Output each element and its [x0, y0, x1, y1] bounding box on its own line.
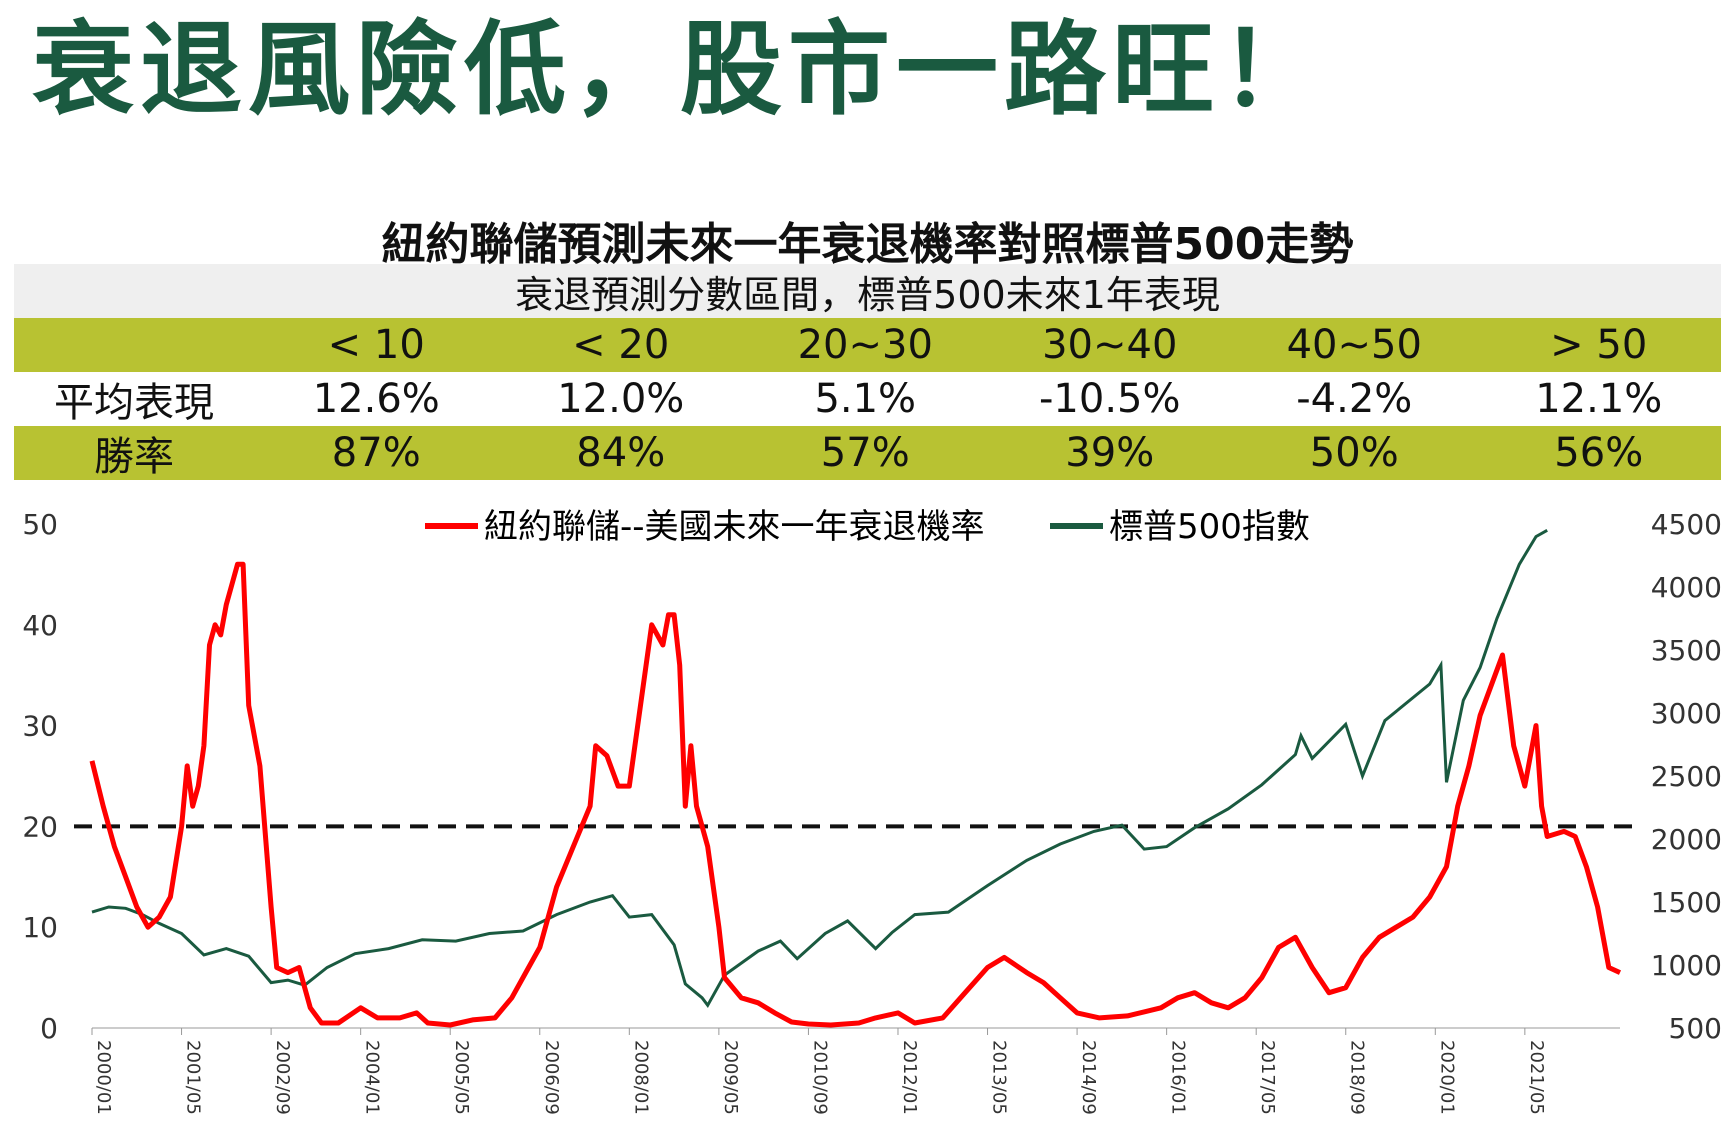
x-axis: 2000/01 2001/05 2002/09 2004/01 2005/05 2006/…	[91, 1028, 1547, 1115]
right-tick-label: 4000	[1651, 571, 1722, 604]
column-header: < 10	[327, 322, 425, 368]
table-cell: 87%	[331, 430, 421, 476]
column-header: 30~40	[1042, 322, 1178, 368]
row-label: 平均表現	[54, 380, 214, 426]
x-tick-label: 2013/05	[989, 1040, 1010, 1115]
table-header-row: < 10 < 20 20~30 30~40 40~50 > 50	[14, 318, 1721, 372]
left-tick-label: 0	[40, 1012, 58, 1045]
x-tick-label: 2006/09	[541, 1040, 562, 1115]
x-tick-label: 2018/09	[1347, 1040, 1368, 1115]
stats-table: 衰退預測分數區間，標普500未來1年表現 < 10 < 20 20~30 30~…	[14, 264, 1721, 480]
x-tick-label: 2004/01	[362, 1040, 383, 1115]
column-header: 20~30	[797, 322, 933, 368]
x-tick-label: 2012/01	[899, 1040, 920, 1115]
right-tick-label: 1000	[1651, 949, 1722, 982]
x-tick-label: 2010/09	[809, 1040, 830, 1115]
left-tick-label: 10	[22, 911, 58, 944]
right-axis: 500 1000 1500 2000 2500 3000 3500 4000 4500	[1651, 508, 1722, 1045]
table-row-average: 平均表現 12.6% 12.0% 5.1% -10.5% -4.2% 12.1%	[14, 372, 1721, 426]
legend-label-sp500: 標普500指數	[1109, 507, 1310, 547]
table-row-winrate: 勝率 87% 84% 57% 39% 50% 56%	[14, 426, 1721, 480]
table-cell: 5.1%	[814, 376, 917, 422]
left-tick-label: 40	[22, 609, 58, 642]
x-tick-label: 2001/05	[183, 1040, 204, 1115]
left-tick-label: 30	[22, 710, 58, 743]
page-title: 衰退風險低，股市一路旺！	[32, 11, 1328, 130]
table-cell: 12.0%	[557, 376, 685, 422]
x-tick-label: 2002/09	[272, 1040, 293, 1115]
table-cell: 57%	[820, 430, 910, 476]
right-tick-label: 4500	[1651, 508, 1722, 541]
table-cell: 12.6%	[312, 376, 440, 422]
right-tick-label: 3000	[1651, 697, 1722, 730]
line-chart: 紐約聯儲--美國未來一年衰退機率 標普500指數 0 10 20 30 40 50 500…	[22, 507, 1722, 1115]
x-tick-label: 2017/05	[1257, 1040, 1278, 1115]
table-cell: 12.1%	[1535, 376, 1663, 422]
table-caption: 衰退預測分數區間，標普500未來1年表現	[515, 272, 1220, 317]
table-cell: 84%	[576, 430, 666, 476]
right-tick-label: 1500	[1651, 886, 1722, 919]
x-tick-label: 2000/01	[93, 1040, 114, 1115]
right-tick-label: 2000	[1651, 823, 1722, 856]
x-tick-label: 2016/01	[1168, 1040, 1189, 1115]
table-cell: 39%	[1065, 430, 1155, 476]
right-tick-label: 500	[1669, 1012, 1722, 1045]
table-cell: 50%	[1309, 430, 1399, 476]
x-tick-label: 2020/01	[1436, 1040, 1457, 1115]
x-tick-label: 2009/05	[720, 1040, 741, 1115]
legend-label-recession: 紐約聯儲--美國未來一年衰退機率	[484, 507, 985, 547]
x-tick-label: 2005/05	[451, 1040, 472, 1115]
left-tick-label: 50	[22, 508, 58, 541]
right-tick-label: 3500	[1651, 634, 1722, 667]
chart-legend: 紐約聯儲--美國未來一年衰退機率 標普500指數	[425, 507, 1310, 547]
table-cell: -4.2%	[1296, 376, 1413, 422]
x-tick-label: 2021/05	[1526, 1040, 1547, 1115]
right-tick-label: 2500	[1651, 760, 1722, 793]
left-axis: 0 10 20 30 40 50	[22, 508, 58, 1045]
table-cell: 56%	[1554, 430, 1644, 476]
column-header: 40~50	[1286, 322, 1422, 368]
chart-subtitle: 紐約聯儲預測未來一年衰退機率對照標普500走勢	[381, 219, 1354, 270]
row-label: 勝率	[94, 434, 174, 480]
column-header: > 50	[1550, 322, 1648, 368]
table-caption-row: 衰退預測分數區間，標普500未來1年表現	[14, 264, 1721, 318]
x-tick-label: 2008/01	[630, 1040, 651, 1115]
column-header: < 20	[572, 322, 670, 368]
left-tick-label: 20	[22, 810, 58, 843]
x-tick-label: 2014/09	[1078, 1040, 1099, 1115]
series-line-recession	[89, 561, 1622, 1028]
table-cell: -10.5%	[1038, 376, 1181, 422]
series-line-sp500	[91, 528, 1548, 1009]
